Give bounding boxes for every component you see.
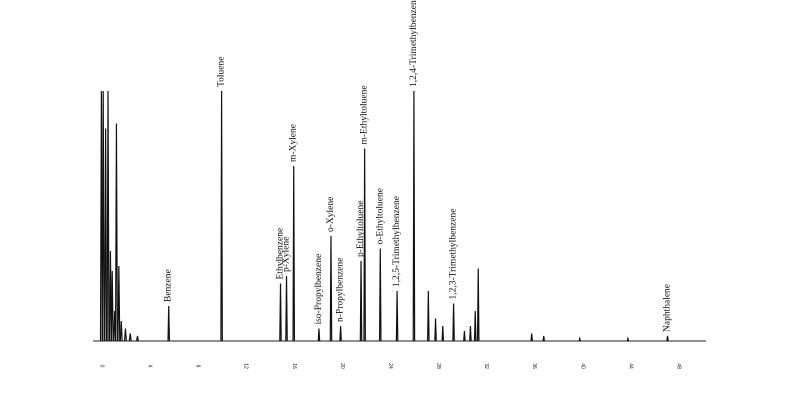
x-tick-label: 20 — [339, 363, 345, 369]
peak — [378, 248, 382, 342]
solvent-peak — [117, 265, 121, 342]
peak — [359, 260, 363, 342]
peak-label: 1,2,5-Trimethylbenzene — [392, 196, 402, 287]
peak — [167, 305, 171, 342]
x-tick-label: 4 — [147, 365, 153, 368]
peak — [666, 335, 669, 342]
peak — [292, 165, 296, 342]
peak — [626, 336, 630, 342]
peak-label: n-Propylbenzene — [336, 258, 346, 322]
peak-label: Naphthalene — [663, 284, 673, 332]
peak — [279, 283, 282, 342]
tick-layer: 0 4 8 12 16 20 24 28 32 36 40 44 48 — [99, 363, 682, 369]
x-tick-label: 24 — [387, 363, 393, 369]
peak-label: iso-Propylbenzene — [314, 254, 324, 325]
x-tick-label: 40 — [579, 363, 585, 369]
solvent-peak — [114, 123, 118, 342]
x-tick-label: 48 — [675, 363, 681, 369]
peak-label: o-Xylene — [326, 197, 336, 232]
x-tick-label: 0 — [99, 365, 105, 368]
solvent-peak — [101, 90, 105, 342]
solvent-peak — [110, 270, 114, 342]
peak-label: p-Ethyltoluene — [356, 201, 366, 257]
x-tick-label: 8 — [195, 365, 201, 368]
peak — [473, 310, 477, 342]
peak — [434, 318, 437, 342]
peak-label: Benzene — [164, 269, 174, 302]
peak-label: m-Ethyltoluene — [360, 85, 370, 144]
x-tick-label: 12 — [243, 363, 249, 369]
peak — [463, 330, 466, 342]
x-tick-label: 36 — [531, 363, 537, 369]
peak — [542, 335, 546, 342]
solvent-peak — [99, 90, 103, 342]
peak — [427, 290, 430, 342]
x-tick-label: 44 — [627, 363, 633, 369]
peak — [412, 90, 416, 342]
solvent-peak — [128, 333, 132, 342]
peak — [220, 90, 223, 342]
peak-label: m-Xylene — [289, 124, 299, 162]
peak — [578, 336, 582, 342]
peak — [329, 235, 333, 342]
solvent-peak — [123, 328, 127, 342]
x-tick-label: 16 — [291, 363, 297, 369]
peak — [339, 325, 342, 342]
peak — [363, 148, 366, 342]
peak-label: o-Ethyltoluene — [375, 188, 385, 244]
peak — [317, 328, 321, 342]
peak-label: p-Xylene — [282, 237, 292, 272]
solvent-peak — [135, 335, 139, 342]
x-tick-label: 28 — [435, 363, 441, 369]
peak — [530, 333, 534, 342]
solvent-peak — [106, 90, 110, 342]
peak-label: Ethylbenzene — [276, 228, 286, 280]
peak — [476, 268, 480, 342]
solvent-peak — [108, 250, 112, 342]
peak — [441, 325, 445, 342]
solvent-peak — [104, 128, 108, 342]
peak — [469, 325, 472, 342]
peak — [452, 303, 455, 342]
peak-label: 1,2,3-Trimethylbenzene — [449, 209, 459, 300]
peak — [285, 275, 288, 342]
peak-layer — [99, 90, 669, 342]
peak-label: 1,2,4-Trimethylbenzene — [409, 0, 419, 87]
peak — [395, 290, 399, 342]
solvent-peak — [119, 320, 123, 342]
x-tick-label: 32 — [483, 363, 489, 369]
peak-label: Toluene — [217, 57, 227, 87]
